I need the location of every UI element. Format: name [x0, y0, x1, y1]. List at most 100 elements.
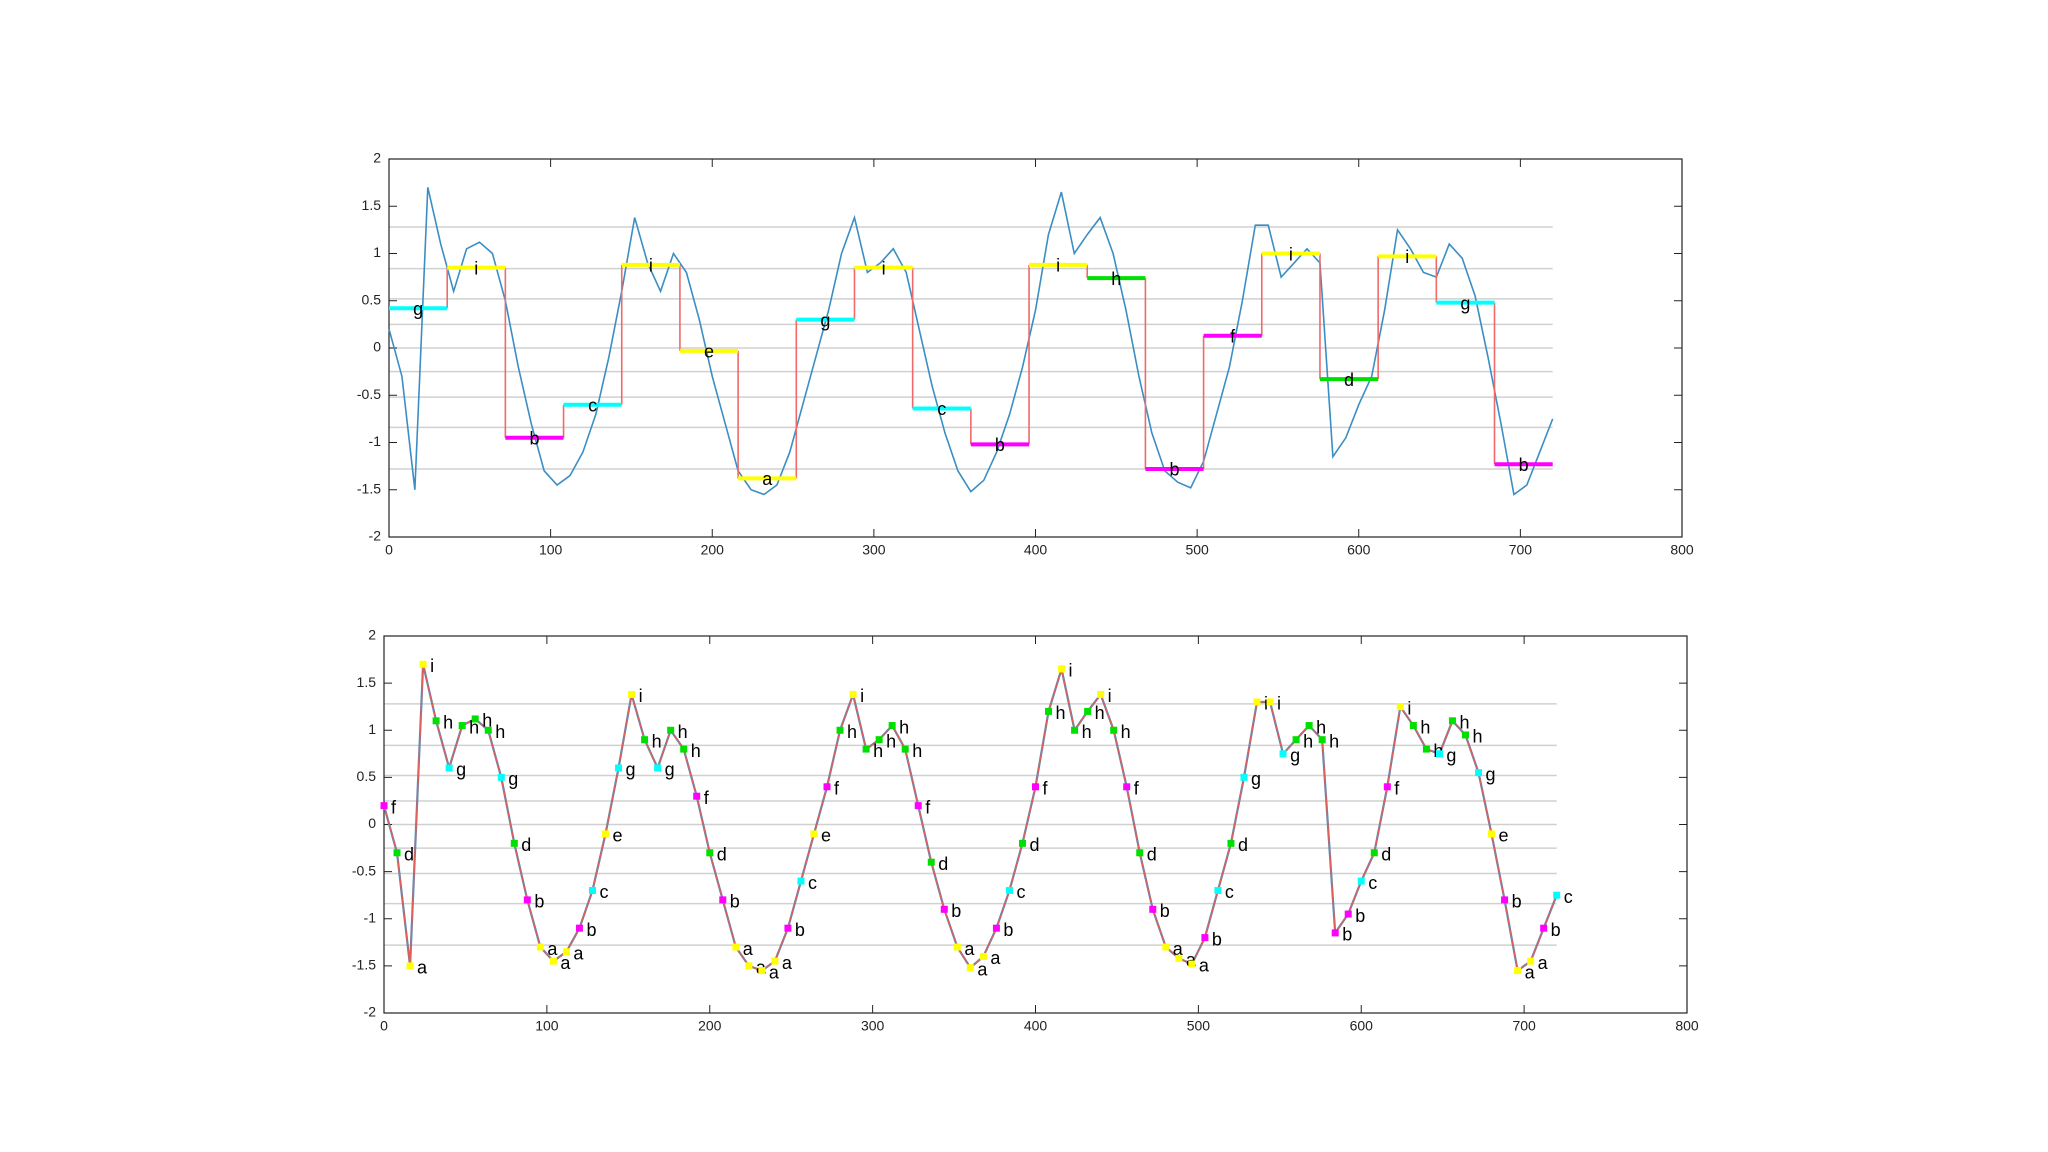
point-label: i: [860, 686, 864, 706]
point-marker: [1084, 707, 1092, 715]
point-label: c: [1564, 887, 1573, 907]
point-marker: [784, 924, 792, 932]
point-marker: [393, 849, 401, 857]
point-marker: [1305, 722, 1313, 730]
y-tick-label: 1.5: [357, 674, 377, 690]
point-marker: [1370, 849, 1378, 857]
y-tick-label: -2: [369, 528, 382, 544]
point-label: b: [1342, 925, 1352, 945]
y-tick-label: 0.5: [362, 291, 382, 307]
segment-label: g: [413, 299, 423, 319]
point-label: b: [951, 901, 961, 921]
point-label: a: [573, 943, 584, 963]
point-label: c: [1225, 882, 1234, 902]
point-label: h: [899, 717, 909, 737]
point-marker: [432, 717, 440, 725]
point-label: b: [534, 892, 544, 912]
point-label: a: [743, 939, 754, 959]
point-label: a: [1525, 962, 1536, 982]
segment-label: i: [649, 256, 653, 276]
segment-label: b: [1169, 460, 1179, 480]
point-label: f: [704, 788, 710, 808]
point-marker: [1240, 773, 1248, 781]
point-label: g: [456, 760, 466, 780]
x-tick-label: 600: [1347, 542, 1371, 558]
point-label: d: [938, 854, 948, 874]
point-label: c: [808, 873, 817, 893]
segment-label: d: [1344, 370, 1354, 390]
point-marker: [445, 764, 453, 772]
point-marker: [1553, 891, 1561, 899]
point-marker: [1162, 943, 1170, 951]
point-marker: [1435, 750, 1443, 758]
y-tick-label: 1: [368, 721, 376, 737]
point-label: h: [912, 741, 922, 761]
point-marker: [849, 690, 857, 698]
point-label: f: [391, 797, 397, 817]
point-marker: [1396, 703, 1404, 711]
point-label: a: [769, 962, 780, 982]
point-label: b: [1512, 892, 1522, 912]
point-marker: [406, 962, 414, 970]
y-tick-label: -1.5: [352, 957, 376, 973]
point-label: g: [1251, 769, 1261, 789]
point-label: h: [443, 713, 453, 733]
point-marker: [745, 962, 753, 970]
point-label: b: [730, 892, 740, 912]
segment-label: i: [1289, 244, 1293, 264]
point-marker: [1488, 830, 1496, 838]
point-marker: [1475, 769, 1483, 777]
y-tick-label: 1: [373, 244, 381, 260]
point-marker: [914, 802, 922, 810]
point-marker: [1058, 665, 1066, 673]
point-marker: [940, 905, 948, 913]
point-label: f: [1394, 779, 1400, 799]
point-marker: [1123, 783, 1131, 791]
segment-label: c: [937, 399, 946, 419]
segment-label: e: [704, 342, 714, 362]
point-label: d: [1147, 845, 1157, 865]
point-label: b: [1551, 920, 1561, 940]
point-marker: [1527, 957, 1535, 965]
point-marker: [680, 745, 688, 753]
segment-label: b: [529, 429, 539, 449]
point-label: d: [717, 845, 727, 865]
symbol-line: [383, 664, 1558, 972]
point-marker: [1318, 736, 1326, 744]
y-tick-label: -1.5: [357, 480, 381, 496]
point-label: f: [1134, 779, 1140, 799]
segment-label: i: [474, 258, 478, 278]
point-label: h: [1303, 731, 1313, 751]
point-label: a: [1173, 939, 1184, 959]
point-marker: [1136, 849, 1144, 857]
point-label: h: [1329, 731, 1339, 751]
point-marker: [706, 849, 714, 857]
point-marker: [536, 943, 544, 951]
point-label: h: [1056, 703, 1066, 723]
point-label: g: [508, 769, 518, 789]
point-marker: [484, 726, 492, 734]
x-tick-label: 500: [1187, 1018, 1211, 1034]
x-tick-label: 0: [380, 1018, 388, 1034]
point-marker: [1201, 934, 1209, 942]
point-marker: [719, 896, 727, 904]
point-label: h: [1459, 713, 1469, 733]
point-label: a: [964, 939, 975, 959]
point-marker: [641, 736, 649, 744]
x-tick-label: 800: [1675, 1018, 1699, 1034]
point-label: c: [599, 882, 608, 902]
y-tick-label: 2: [373, 150, 381, 166]
point-marker: [1005, 886, 1013, 894]
point-label: c: [1016, 882, 1025, 902]
point-marker: [1097, 690, 1105, 698]
point-label: a: [1199, 956, 1210, 976]
point-marker: [1214, 886, 1222, 894]
point-marker: [1409, 722, 1417, 730]
x-tick-label: 200: [701, 542, 725, 558]
point-marker: [758, 967, 766, 975]
point-marker: [1149, 905, 1157, 913]
segment-label: a: [762, 469, 773, 489]
point-label: b: [1355, 906, 1365, 926]
point-label: h: [847, 722, 857, 742]
